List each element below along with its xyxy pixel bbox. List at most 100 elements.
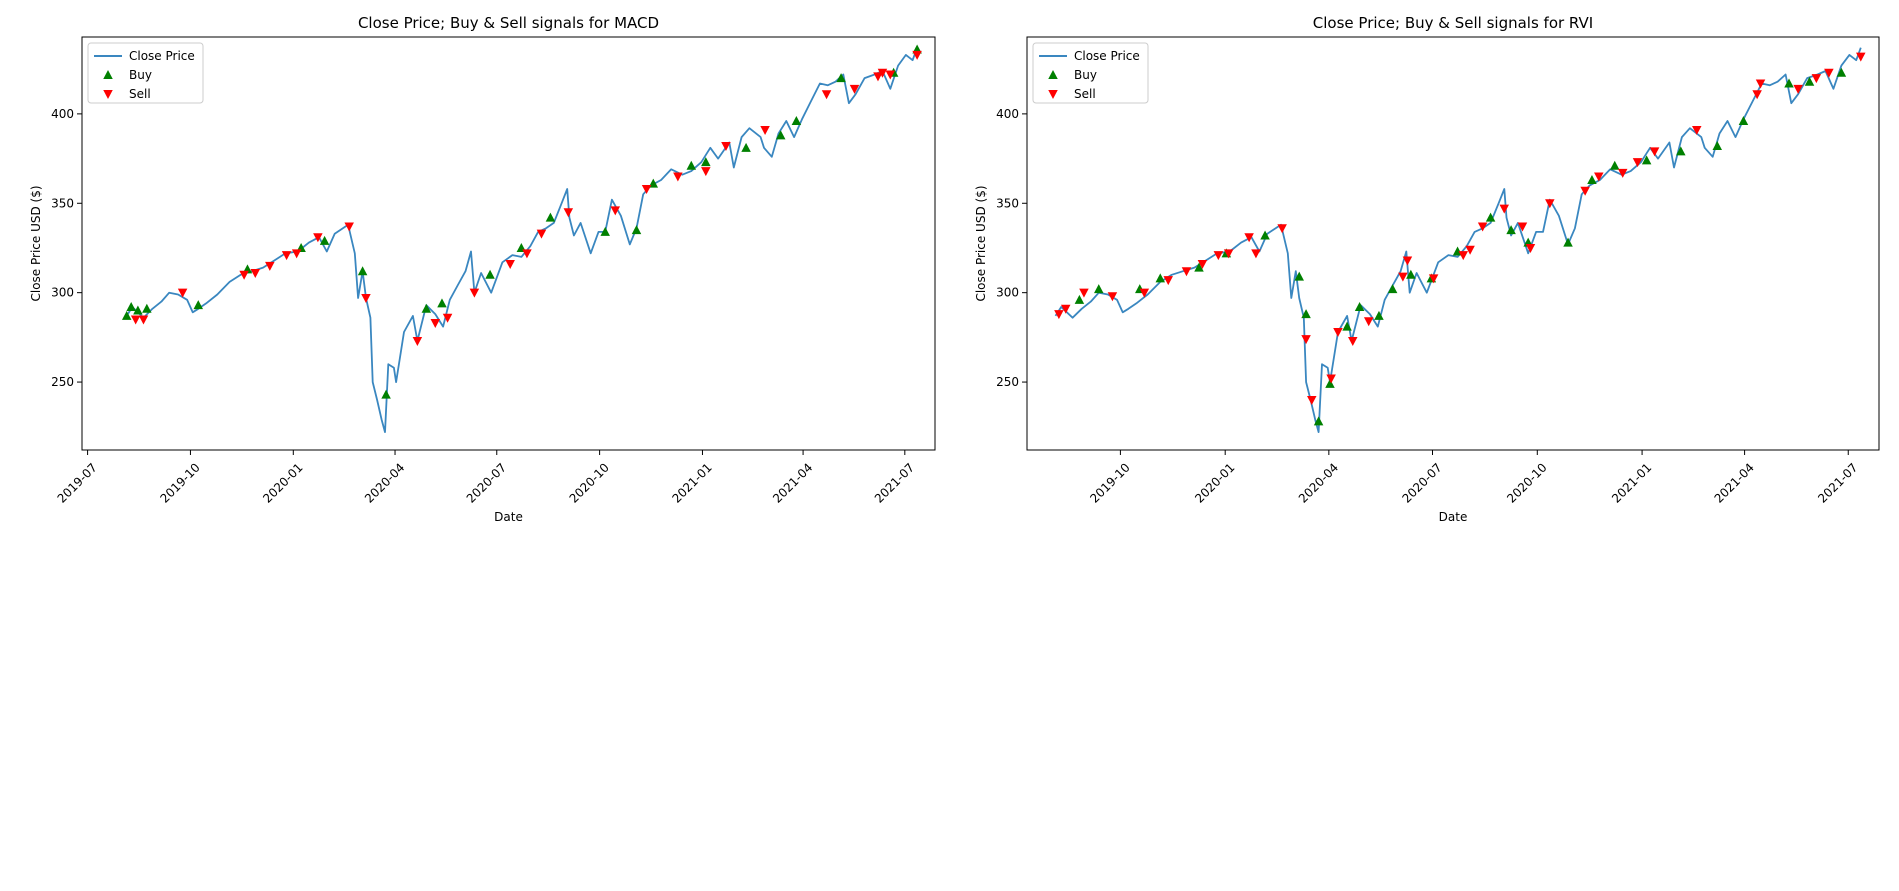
sell-marker	[821, 90, 832, 100]
y-tick-label: 350	[996, 196, 1019, 210]
buy-marker	[1294, 271, 1304, 281]
x-tick-label: 2019-07	[55, 460, 100, 505]
x-tick-label: 2020-04	[362, 460, 407, 505]
legend: Close Price Buy Sell	[87, 42, 204, 104]
x-tick-label: 2021-01	[1609, 460, 1654, 505]
sell-marker	[1163, 276, 1173, 286]
sell-marker	[1197, 260, 1208, 270]
y-axis: 250 300 350 400	[51, 107, 82, 389]
buy-marker	[1506, 225, 1516, 235]
legend-sell-marker	[103, 90, 113, 99]
buy-marker	[686, 160, 697, 170]
sell-marker	[1545, 199, 1555, 209]
sell-marker	[1525, 243, 1536, 253]
sell-marker	[469, 288, 480, 298]
buy-marker	[1641, 155, 1652, 165]
sell-marker	[1079, 288, 1089, 298]
x-tick-label: 2021-07	[872, 460, 917, 505]
sell-marker	[1458, 251, 1469, 261]
sell-marker	[1107, 292, 1118, 302]
sell-marker	[912, 50, 922, 60]
sell-marker	[1363, 317, 1374, 327]
sell-marker	[610, 206, 621, 216]
sell-marker	[641, 184, 652, 194]
sell-marker	[1499, 204, 1510, 214]
sell-marker	[130, 315, 141, 325]
sell-marker	[1181, 267, 1192, 277]
buy-marker	[1260, 230, 1270, 240]
buy-marker	[1387, 284, 1398, 294]
x-tick-label: 2021-01	[669, 460, 714, 505]
chart-title: Close Price; Buy & Sell signals for MACD	[358, 14, 659, 32]
y-axis-label: Close Price USD ($)	[29, 185, 43, 301]
sell-marker	[412, 336, 423, 346]
sell-marker	[877, 68, 888, 78]
x-tick-label: 2021-07	[1815, 460, 1860, 505]
legend-buy-marker	[1048, 70, 1058, 79]
buy-marker	[1194, 262, 1204, 272]
legend-label-close-price: Close Price	[129, 49, 195, 63]
sell-marker	[1333, 328, 1343, 337]
buy-marker	[1712, 141, 1723, 151]
legend-label-buy: Buy	[129, 68, 152, 82]
buy-marker	[133, 305, 143, 315]
buy-marker	[1354, 301, 1365, 311]
buy-marker	[631, 225, 642, 235]
sell-marker	[1223, 249, 1234, 259]
buy-marker	[545, 212, 556, 222]
buy-marker	[193, 300, 204, 310]
chart-panel-macd: Close Price; Buy & Sell signals for MACD…	[29, 14, 936, 524]
sell-marker	[138, 315, 149, 325]
y-tick-label: 300	[51, 286, 74, 300]
buy-marker	[142, 303, 152, 313]
legend: Close Price Buy Sell	[1032, 42, 1149, 104]
x-tick-label: 2019-10	[1087, 460, 1132, 505]
sell-marker	[1632, 158, 1643, 168]
sell-marker	[1301, 335, 1311, 345]
sell-marker	[522, 249, 532, 259]
x-tick-label: 2020-10	[1504, 460, 1549, 505]
chart-panel-rvi: Close Price; Buy & Sell signals for RVI …	[974, 14, 1880, 524]
axes-frame	[1026, 36, 1880, 451]
sell-marker	[721, 142, 731, 152]
sell-marker	[313, 233, 323, 243]
x-axis: 2019-07 2019-10 2020-01 2020-04 2020-07 2020-…	[55, 450, 917, 506]
sell-marker	[1517, 222, 1528, 232]
sell-marker	[536, 229, 547, 239]
x-tick-label: 2020-04	[1296, 460, 1341, 505]
sell-marker	[1793, 84, 1803, 94]
legend-label-sell: Sell	[1074, 87, 1096, 101]
sell-marker	[760, 125, 770, 135]
sell-marker	[563, 208, 574, 218]
sell-marker	[1054, 310, 1064, 320]
legend-buy-marker	[103, 70, 113, 79]
sell-marker	[701, 167, 711, 177]
y-tick-label: 350	[51, 196, 74, 210]
buy-marker	[1587, 175, 1597, 185]
sell-marker	[361, 294, 371, 304]
buy-marker	[1836, 67, 1847, 77]
sell-marker	[239, 270, 249, 280]
x-axis-label: Date	[1439, 510, 1468, 524]
y-tick-label: 250	[51, 375, 74, 389]
buy-marker	[1074, 294, 1085, 304]
sell-marker	[281, 251, 292, 261]
buy-marker	[1804, 76, 1815, 86]
buy-marker	[1485, 212, 1496, 222]
sell-marker	[1244, 233, 1254, 243]
x-tick-label: 2021-04	[1712, 460, 1757, 505]
x-axis-label: Date	[494, 510, 523, 524]
sell-marker	[250, 269, 261, 278]
sell-marker	[673, 172, 683, 182]
x-tick-label: 2020-07	[464, 460, 509, 505]
sell-marker	[873, 72, 883, 82]
sell-marker	[1692, 125, 1702, 135]
sell-marker	[265, 261, 275, 271]
buy-marker	[357, 266, 368, 276]
buy-marker	[1374, 310, 1384, 320]
sell-marker	[1139, 288, 1150, 298]
plot-area	[81, 36, 936, 451]
sell-marker	[1428, 274, 1439, 284]
legend-label-buy: Buy	[1074, 68, 1097, 82]
buy-marker	[1406, 269, 1416, 279]
